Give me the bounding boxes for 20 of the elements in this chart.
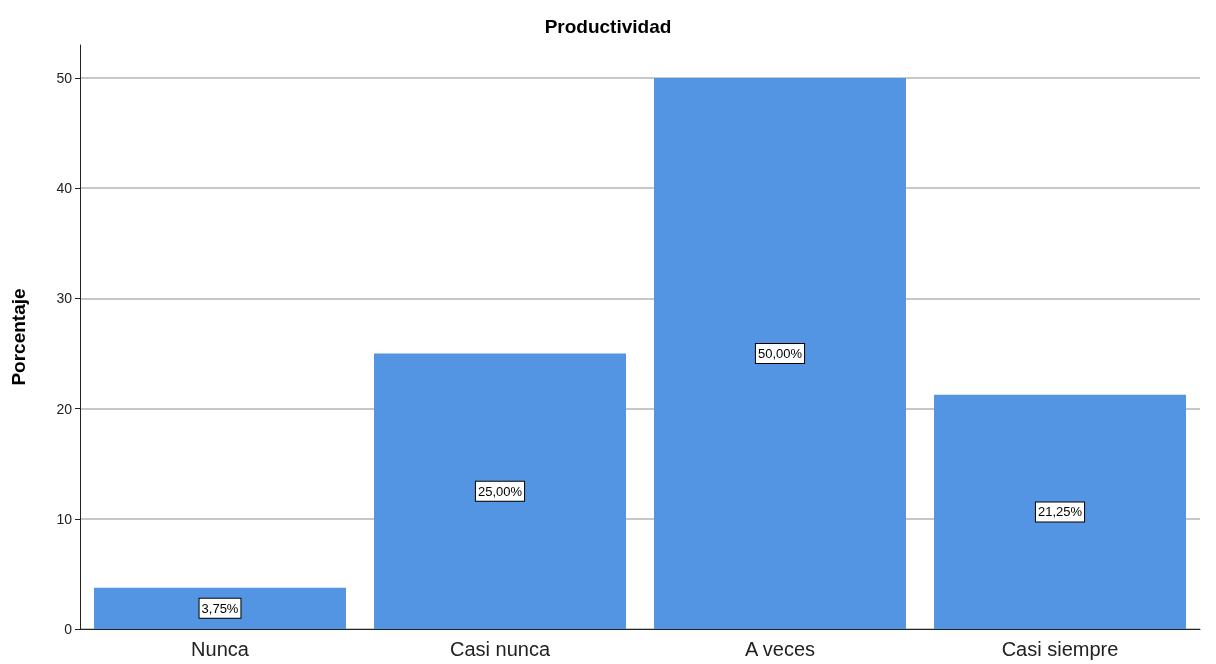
data-label: 50,00%: [757, 346, 803, 362]
y-tick-label: 50: [56, 70, 73, 87]
data-label: 25,00%: [477, 483, 523, 499]
bar: [654, 78, 906, 629]
y-tick-label: 40: [56, 180, 73, 197]
y-tick-label: 10: [56, 510, 73, 527]
x-tick-label: Nunca: [191, 638, 250, 660]
x-tick-label: A veces: [744, 638, 816, 660]
chart-title: Productividad: [544, 16, 672, 37]
data-label: 3,75%: [201, 600, 239, 616]
y-axis-title: Porcentaje: [8, 288, 29, 386]
data-label: 21,25%: [1037, 504, 1083, 520]
x-tick-label: Casi nunca: [449, 638, 551, 660]
y-tick-label: 0: [64, 621, 73, 637]
bar: [934, 394, 1186, 629]
bar: [374, 353, 626, 629]
x-tick-label: Casi siempre: [1001, 638, 1119, 660]
bar: [94, 587, 346, 629]
y-tick-label: 30: [56, 290, 73, 307]
y-tick-label: 20: [56, 400, 73, 417]
